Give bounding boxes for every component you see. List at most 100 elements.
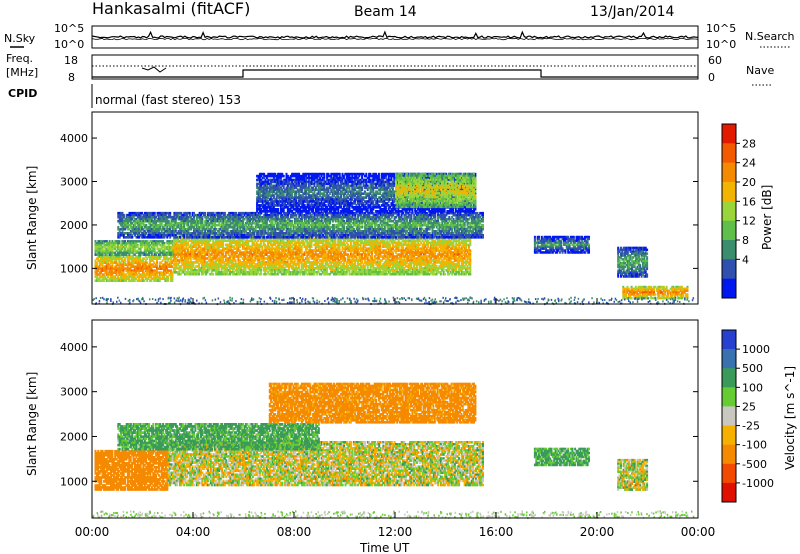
echo-cell-2	[330, 257, 333, 260]
echo-cell-2	[179, 239, 182, 243]
echo-cell-2	[320, 272, 323, 276]
echo-cell-2	[300, 253, 303, 256]
echo-cell-0	[171, 271, 174, 274]
echo-cell-0	[104, 271, 107, 274]
echo-cell-2	[216, 263, 219, 266]
echo-cell-2	[365, 241, 368, 245]
echo-cell-2	[290, 251, 293, 254]
echo-cell-2	[333, 257, 335, 260]
echo-cell-2	[181, 271, 184, 274]
echo-cell-2	[177, 243, 179, 247]
echo-cell-1	[164, 253, 167, 256]
echo-cell-2	[363, 255, 366, 258]
echo-cell-2	[304, 261, 307, 264]
echo-cell-0	[163, 273, 165, 276]
echo-cell-1	[104, 247, 107, 251]
echo-cell-2	[310, 272, 313, 276]
echo-cell-2	[307, 243, 310, 247]
echo-cell-1	[121, 245, 124, 249]
echo-cell-2	[262, 251, 265, 254]
echo-cell-2	[186, 272, 189, 276]
echo-cell-1	[122, 240, 125, 243]
echo-cell-2	[299, 237, 302, 241]
echo-cell-2	[202, 269, 205, 272]
echo-cell-2	[347, 245, 350, 248]
echo-cell-2	[174, 255, 177, 258]
echo-cell-2	[282, 271, 285, 274]
echo-cell-2	[195, 259, 198, 262]
echo-cell-2	[224, 247, 227, 250]
echo-cell-0	[156, 271, 158, 274]
echo-cell-0	[161, 263, 164, 266]
echo-cell-2	[317, 267, 320, 270]
echo-cell-2	[259, 255, 262, 258]
echo-cell-0	[108, 265, 111, 268]
echo-cell-1	[142, 242, 145, 245]
echo-cell-2	[226, 263, 229, 266]
echo-cell-2	[338, 243, 341, 247]
echo-cell-2	[354, 269, 357, 272]
echo-cell-1	[107, 251, 110, 254]
echo-cell-2	[368, 272, 371, 276]
echo-cell-2	[365, 255, 368, 258]
echo-cell-0	[118, 271, 121, 274]
echo-cell-2	[178, 251, 181, 254]
echo-cell-0	[160, 267, 163, 270]
echo-cell-2	[248, 261, 251, 264]
echo-cell-2	[337, 267, 340, 270]
echo-cell-2	[344, 271, 347, 274]
echo-cell-2	[174, 259, 177, 262]
echo-cell-2	[278, 257, 281, 260]
echo-cell-2	[330, 261, 333, 264]
echo-cell-2	[328, 249, 331, 252]
echo-cell-2	[320, 247, 323, 250]
echo-cell-2	[297, 255, 300, 258]
echo-cell-1	[170, 240, 173, 243]
echo-cell-2	[192, 237, 195, 241]
echo-cell-2	[355, 239, 358, 243]
echo-cell-2	[288, 267, 290, 270]
echo-cell-2	[338, 259, 341, 262]
echo-cell-2	[209, 239, 212, 243]
echo-cell-2	[244, 253, 247, 256]
echo-cell-2	[331, 247, 334, 250]
echo-cell-2	[278, 261, 281, 264]
echo-cell-2	[282, 257, 285, 260]
echo-cell-1	[159, 240, 162, 243]
echo-cell-2	[231, 237, 234, 241]
echo-cell-2	[244, 265, 247, 268]
echo-cell-2	[274, 249, 276, 252]
echo-cell-2	[313, 263, 316, 266]
echo-cell-0	[153, 261, 156, 264]
echo-cell-2	[317, 253, 320, 256]
echo-cell-2	[363, 265, 366, 268]
echo-cell-2	[344, 239, 347, 243]
echo-cell-2	[352, 247, 355, 250]
echo-cell-0	[167, 259, 170, 262]
echo-cell-2	[210, 259, 213, 262]
echo-cell-1	[143, 253, 146, 256]
echo-cell-2	[268, 265, 271, 268]
echo-cell-2	[250, 265, 253, 268]
echo-cell-2	[271, 251, 274, 254]
echo-cell-2	[289, 265, 292, 268]
echo-cell-2	[251, 259, 254, 262]
echo-cell-2	[323, 272, 326, 276]
echo-cell-2	[186, 251, 189, 254]
echo-cell-0	[147, 265, 150, 268]
echo-cell-0	[98, 255, 101, 258]
echo-cell-2	[288, 263, 290, 266]
echo-cell-2	[185, 237, 188, 241]
echo-cell-2	[193, 241, 196, 245]
echo-cell-0	[132, 261, 135, 264]
echo-cell-2	[238, 237, 241, 241]
echo-cell-2	[300, 269, 303, 272]
echo-cell-2	[285, 255, 288, 258]
echo-cell-2	[199, 237, 202, 241]
echo-cell-2	[289, 241, 292, 245]
echo-cell-2	[307, 253, 310, 256]
echo-cell-2	[275, 263, 278, 266]
echo-cell-2	[248, 249, 251, 252]
echo-cell-2	[213, 253, 216, 256]
